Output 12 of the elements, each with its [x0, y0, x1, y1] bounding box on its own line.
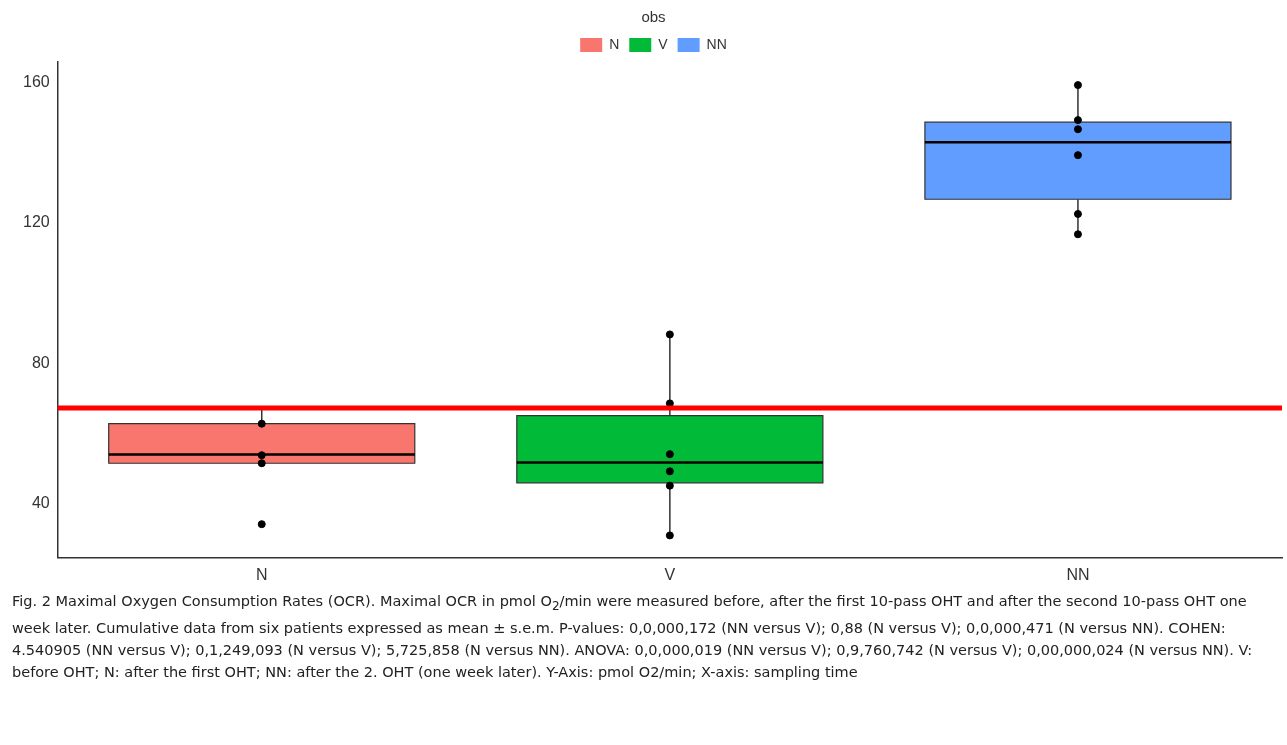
y-tick-label: 40: [31, 493, 50, 511]
x-tick-label: NN: [1066, 565, 1090, 583]
legend-label: N: [609, 35, 620, 52]
legend-title: obs: [641, 7, 666, 25]
x-tick-label: N: [255, 565, 268, 583]
y-tick-label: 80: [31, 353, 50, 371]
x-tick-label: V: [664, 565, 676, 583]
legend-label: NN: [706, 35, 727, 52]
caption: Fig. 2 Maximal Oxygen Consumption Rates (OCR). Maximal OCR in pmol O$_{2}$/min were measured before, after the first 10-pass OHT and after the second 10-pass OHT one week later. Cumulative data from six patients expressed as mean ± s.e.m. P-values: 0,0,000,172 (NN versus V); 0,88 (N versus V); 0,0,000,471 (N versus NN). COHEN: 4.540905 (NN versus V); 0,1,249,093 (N versus V); 5,725,858 (N versus NN). ANOVA: 0,0,000,019 (NN versus V); 0,9,760,742 (N versus V); 0,00,000,024 (N versus NN). V: before OHT; N: after the first OHT; NN: after the 2. OHT (one week later). Y-Axis: pmol O2/min; X-axis: sampling time: [12, 592, 1254, 682]
legend-label: V: [658, 35, 669, 52]
y-tick-label: 160: [22, 73, 50, 91]
y-tick-label: 120: [22, 213, 50, 231]
